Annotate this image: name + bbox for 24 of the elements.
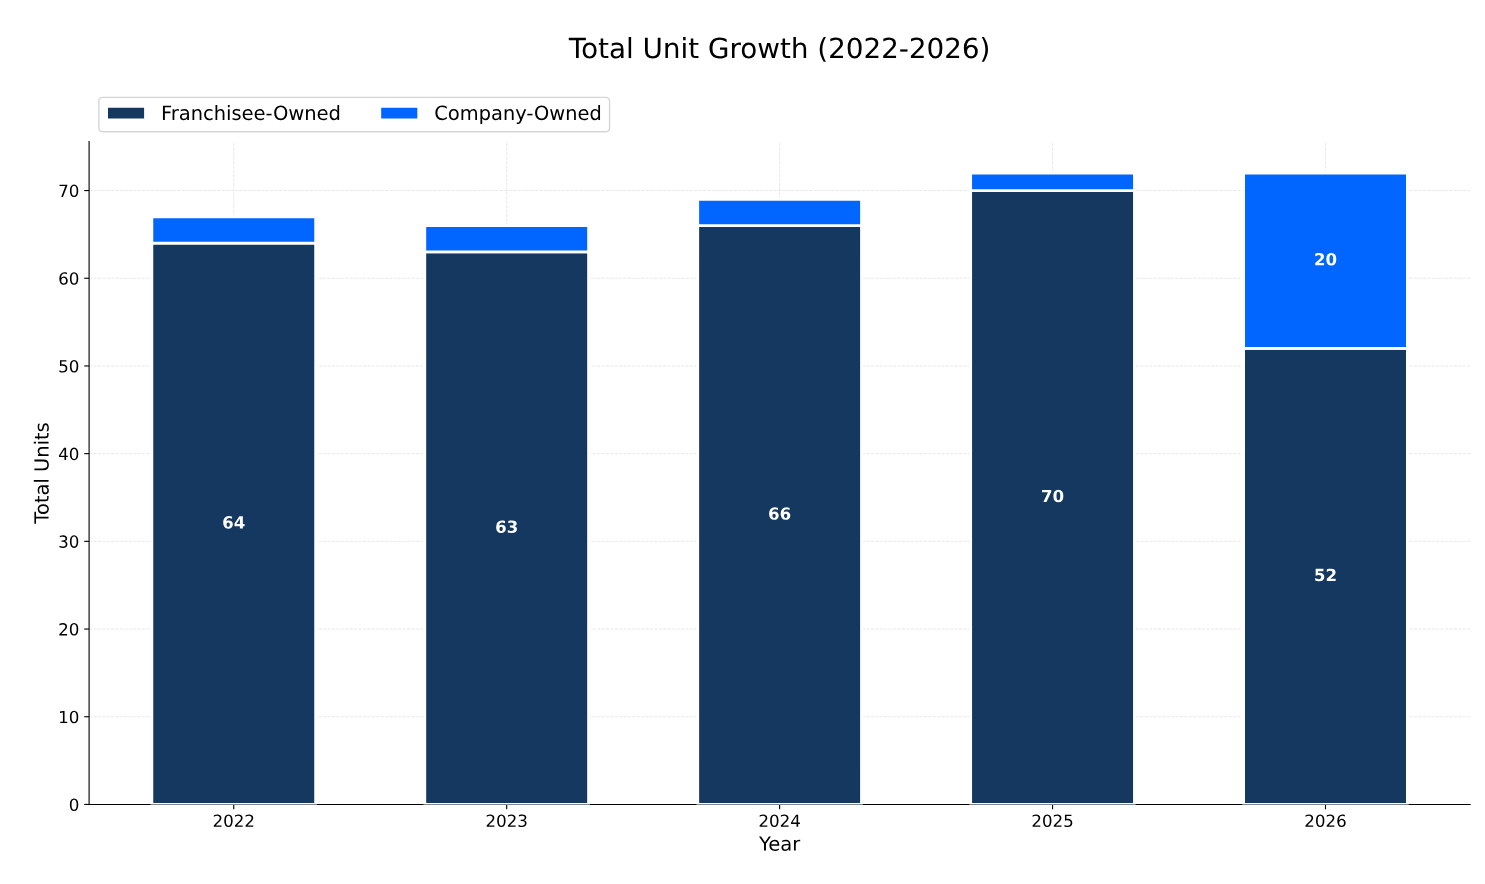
data-label: 63	[496, 520, 517, 534]
data-label: 52	[1315, 568, 1336, 582]
x-tick-label: 2024	[759, 814, 800, 828]
chart-title: Total Unit Growth (2022-2026)	[568, 37, 988, 62]
y-tick-label: 30	[59, 535, 79, 548]
data-label: 70	[1042, 489, 1064, 503]
legend-label: Franchisee-Owned	[162, 105, 340, 121]
y-tick-label: 10	[60, 710, 79, 724]
x-axis-title: Year	[759, 836, 801, 851]
x-tick-label: 2025	[1032, 814, 1073, 828]
x-tick-label: 2026	[1305, 814, 1346, 828]
x-tick-label: 2022	[213, 814, 254, 828]
y-axis-title: Total Units	[33, 423, 49, 524]
legend-label: Company-Owned	[435, 105, 601, 124]
data-label: 64	[223, 516, 245, 529]
y-tick-label: 20	[59, 623, 79, 636]
y-tick-label: 70	[59, 184, 79, 198]
data-label: 20	[1315, 252, 1337, 266]
x-tick-label: 2023	[486, 814, 527, 828]
y-tick-label: 60	[59, 272, 79, 285]
y-tick-label: 40	[58, 447, 79, 461]
y-tick-label: 0	[69, 798, 79, 812]
y-tick-label: 50	[59, 359, 79, 373]
data-label: 66	[769, 507, 791, 520]
